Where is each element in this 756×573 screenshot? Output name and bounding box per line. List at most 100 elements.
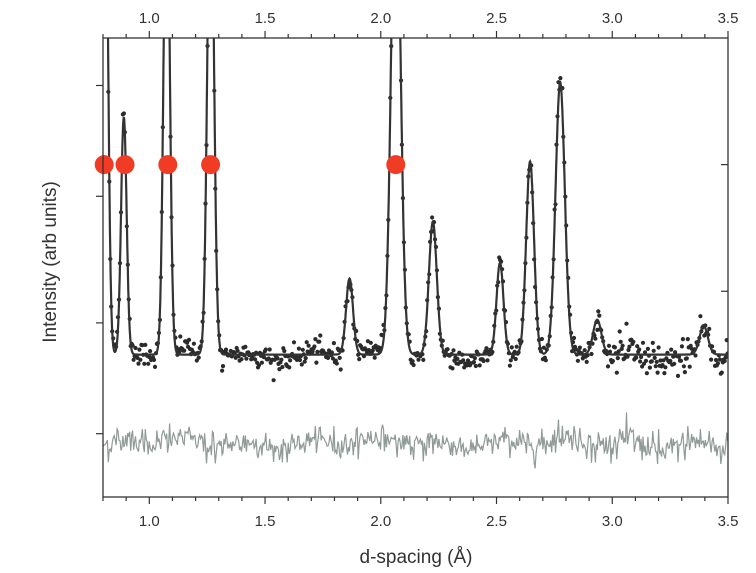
difference-line bbox=[103, 412, 728, 469]
y-axis bbox=[96, 84, 728, 435]
data-point bbox=[663, 365, 668, 370]
fit-line bbox=[106, 38, 728, 356]
data-point bbox=[627, 344, 632, 349]
data-point bbox=[473, 363, 478, 369]
x-tick-label-top: 1.5 bbox=[255, 10, 276, 27]
data-point bbox=[477, 363, 482, 368]
data-point bbox=[637, 347, 642, 352]
data-point bbox=[654, 359, 659, 364]
data-point bbox=[638, 359, 643, 364]
data-point bbox=[220, 368, 225, 373]
data-point bbox=[675, 373, 681, 378]
data-point bbox=[582, 348, 587, 353]
data-point bbox=[676, 354, 682, 359]
data-point bbox=[514, 344, 519, 349]
plot-frame bbox=[102, 37, 729, 498]
data-point bbox=[296, 346, 301, 351]
data-point bbox=[253, 357, 258, 362]
data-point bbox=[142, 361, 147, 366]
data-point bbox=[263, 347, 268, 352]
data-point bbox=[652, 355, 657, 360]
data-point bbox=[196, 355, 201, 360]
x-tick-label-top: 2.0 bbox=[370, 10, 391, 27]
data-point bbox=[244, 356, 249, 361]
peak-marker bbox=[201, 155, 221, 175]
peak-markers bbox=[94, 155, 406, 175]
observed-data-series bbox=[106, 21, 728, 383]
data-point bbox=[314, 360, 319, 365]
peak-marker bbox=[158, 155, 178, 175]
x-tick-label-top: 3.5 bbox=[718, 10, 739, 27]
data-point bbox=[256, 363, 262, 368]
data-point bbox=[315, 349, 320, 354]
data-point bbox=[302, 359, 307, 364]
data-point bbox=[605, 364, 611, 369]
x-tick-label: 2.0 bbox=[370, 513, 391, 530]
data-point bbox=[715, 361, 721, 366]
data-point bbox=[287, 365, 292, 370]
data-point bbox=[162, 21, 166, 25]
peak-marker bbox=[94, 155, 114, 175]
data-point bbox=[304, 340, 309, 345]
data-point bbox=[684, 356, 689, 361]
peak-marker bbox=[386, 155, 406, 175]
difference-curve-series bbox=[103, 412, 728, 469]
data-point bbox=[615, 356, 620, 361]
data-point bbox=[644, 371, 650, 376]
data-point bbox=[593, 336, 598, 341]
data-point bbox=[261, 355, 266, 360]
data-point bbox=[655, 370, 660, 375]
data-point bbox=[645, 346, 651, 351]
data-point bbox=[259, 360, 264, 365]
data-point bbox=[577, 345, 583, 350]
data-point bbox=[366, 348, 371, 353]
data-point bbox=[558, 76, 563, 81]
data-point bbox=[297, 357, 302, 363]
data-point bbox=[334, 361, 339, 366]
data-point bbox=[306, 343, 311, 348]
data-point bbox=[597, 313, 602, 318]
data-point bbox=[357, 357, 362, 362]
data-point bbox=[672, 361, 677, 366]
data-point bbox=[649, 359, 654, 364]
data-point bbox=[294, 357, 299, 362]
data-point bbox=[318, 333, 323, 338]
data-point bbox=[651, 348, 656, 353]
data-point bbox=[279, 357, 284, 362]
data-point bbox=[288, 358, 293, 363]
data-point bbox=[656, 345, 661, 350]
data-point bbox=[451, 348, 456, 353]
data-point bbox=[331, 341, 336, 346]
x-axis-top: 1.0 1.5 2.0 2.5 3.0 3.5 bbox=[102, 10, 739, 38]
data-point bbox=[137, 347, 142, 352]
data-point bbox=[182, 348, 187, 353]
data-point bbox=[484, 346, 489, 351]
data-point bbox=[610, 358, 616, 364]
data-point bbox=[707, 326, 712, 331]
data-point bbox=[136, 361, 141, 366]
peak-marker bbox=[115, 155, 135, 175]
data-point bbox=[693, 353, 698, 358]
data-point bbox=[467, 363, 473, 368]
data-point bbox=[146, 361, 151, 366]
data-point bbox=[639, 354, 644, 360]
data-point bbox=[626, 347, 631, 353]
data-point bbox=[472, 356, 477, 361]
data-point bbox=[421, 357, 426, 362]
data-point bbox=[510, 354, 515, 359]
data-point bbox=[220, 364, 226, 369]
data-point bbox=[471, 360, 476, 365]
data-point bbox=[178, 334, 183, 339]
data-point bbox=[411, 362, 416, 368]
data-point bbox=[612, 345, 618, 350]
data-point bbox=[539, 336, 545, 342]
data-point bbox=[685, 337, 690, 342]
data-point bbox=[571, 335, 577, 341]
data-point bbox=[589, 351, 594, 357]
data-point bbox=[271, 378, 276, 383]
data-point bbox=[450, 366, 455, 371]
data-point bbox=[662, 371, 667, 376]
data-point bbox=[416, 357, 421, 362]
data-point bbox=[717, 357, 723, 362]
